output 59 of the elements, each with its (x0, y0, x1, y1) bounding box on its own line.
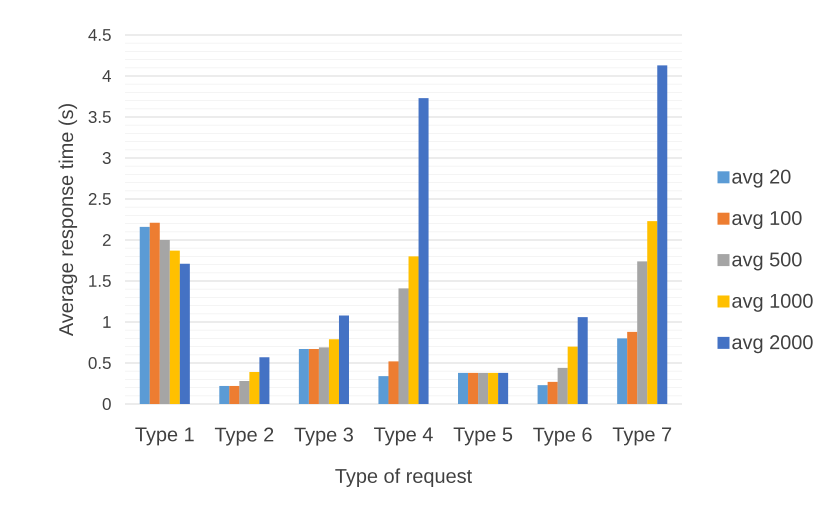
bar (647, 221, 658, 404)
y-tick-label: 2 (102, 234, 111, 246)
bar (388, 361, 398, 404)
y-tick-label: 3 (102, 152, 111, 164)
bar (308, 349, 319, 404)
bar (538, 385, 548, 404)
bar (418, 98, 429, 404)
x-tick-label: Type 1 (135, 428, 194, 446)
bar (578, 317, 588, 404)
bar (627, 332, 638, 404)
y-tick-label: 1 (103, 316, 111, 328)
bar (150, 222, 160, 404)
legend-label: avg 1000 (732, 294, 813, 312)
y-tick-label: 0.5 (88, 357, 111, 369)
bar (558, 368, 568, 404)
legend-label: avg 100 (732, 211, 802, 230)
y-axis-title: Average response time (s) (58, 104, 78, 336)
bar (637, 261, 648, 404)
x-tick-label: Type 2 (214, 428, 274, 446)
bar (617, 338, 628, 404)
x-axis-title: Type of request (335, 468, 472, 487)
bar (318, 347, 329, 404)
bar (408, 256, 419, 404)
bar (398, 288, 409, 404)
bar (140, 226, 150, 404)
legend-label: avg 500 (732, 252, 802, 270)
bar (328, 339, 339, 404)
legend-label: avg 20 (732, 170, 790, 188)
y-tick-label: 0 (102, 398, 111, 410)
y-tick-label: 3.5 (88, 111, 111, 123)
x-tick-label: Type 5 (454, 428, 512, 446)
x-tick-label: Type 7 (612, 428, 672, 446)
bar (478, 372, 488, 404)
bar (548, 382, 558, 404)
bar (170, 250, 180, 404)
bar (568, 346, 578, 404)
bar (160, 240, 170, 404)
bar (249, 372, 260, 404)
bar (657, 65, 668, 404)
y-tick-label: 2.5 (88, 193, 111, 205)
y-tick-label: 1.5 (89, 275, 111, 287)
bar (468, 372, 478, 404)
bar (219, 386, 230, 404)
y-tick-label: 4.5 (88, 29, 111, 41)
bar (458, 372, 468, 404)
x-tick-label: Type 3 (294, 428, 353, 446)
y-tick-label: 4 (102, 70, 111, 82)
bar (338, 315, 349, 404)
bar (298, 349, 309, 404)
bar (488, 372, 498, 404)
legend-label: avg 2000 (732, 335, 813, 354)
x-tick-label: Type 4 (374, 428, 433, 446)
bar (180, 264, 190, 404)
bar (378, 376, 388, 404)
bar (239, 381, 250, 404)
bar (498, 372, 508, 404)
x-tick-label: Type 6 (533, 428, 592, 446)
bar (229, 386, 240, 404)
bar (259, 357, 270, 404)
